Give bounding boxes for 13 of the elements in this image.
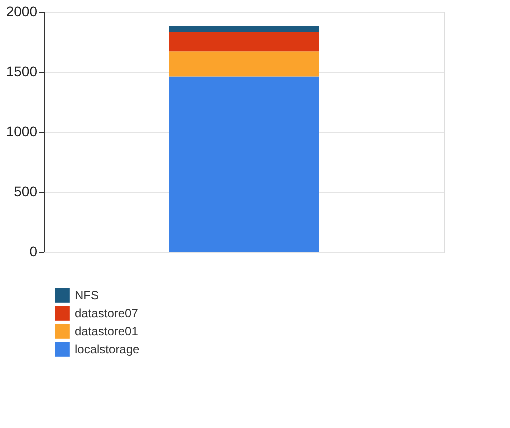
y-tick-label: 2000 [6, 4, 38, 20]
legend-label: datastore07 [75, 306, 139, 320]
legend-label: NFS [75, 288, 99, 302]
legend-label: localstorage [75, 342, 140, 356]
bar [169, 76, 319, 252]
y-tick-label: 1000 [6, 124, 38, 140]
y-tick-label: 500 [14, 184, 38, 200]
bar [169, 52, 319, 77]
bar [169, 26, 319, 32]
y-tick-label: 1500 [6, 64, 38, 80]
bar [169, 32, 319, 52]
y-tick-label: 0 [30, 244, 38, 260]
legend-label: datastore01 [75, 324, 139, 338]
